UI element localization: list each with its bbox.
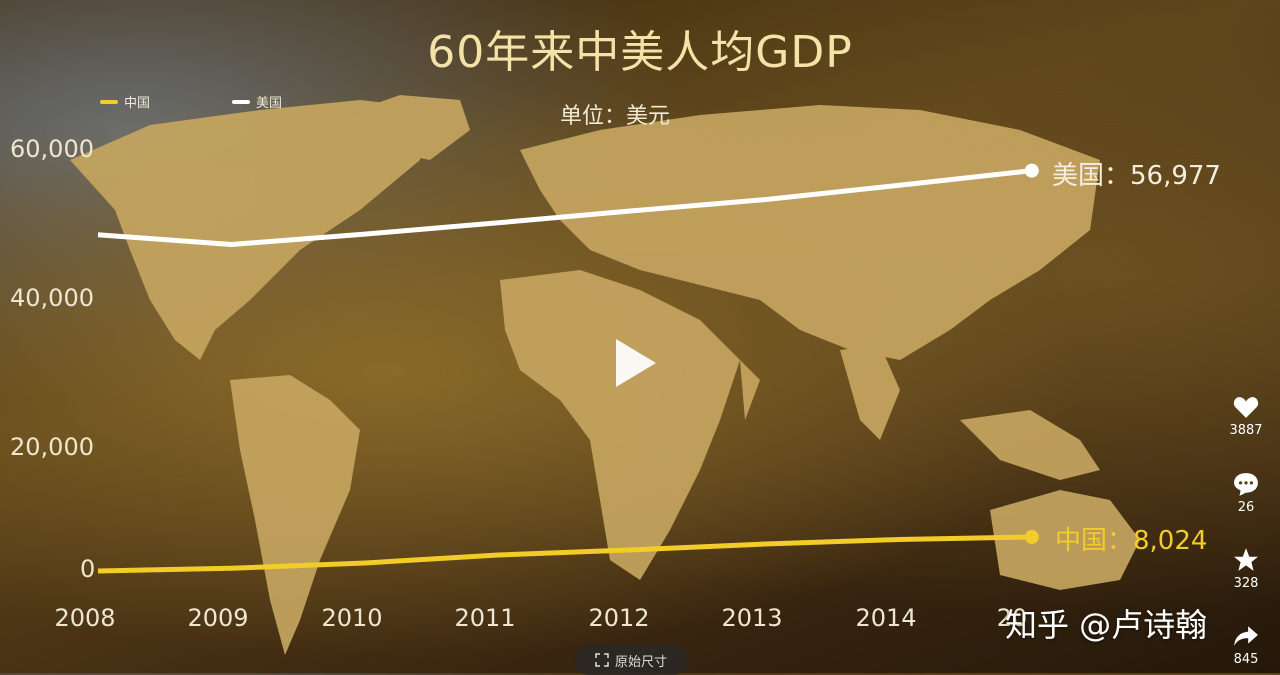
series-line-usa xyxy=(98,171,1032,245)
share-icon xyxy=(1233,624,1259,648)
comment-button[interactable]: 26 xyxy=(1224,472,1268,515)
share-count: 845 xyxy=(1234,652,1259,667)
heart-icon xyxy=(1233,395,1259,419)
original-size-label: 原始尺寸 xyxy=(615,651,667,670)
like-button[interactable]: 3887 xyxy=(1224,395,1268,438)
end-label-china: 中国：8,024 xyxy=(1055,520,1207,557)
data-point-china-2015 xyxy=(1025,530,1039,544)
end-label-usa: 美国：56,977 xyxy=(1052,155,1221,192)
play-icon[interactable] xyxy=(610,335,660,391)
like-count: 3887 xyxy=(1229,423,1262,438)
original-size-button[interactable]: 原始尺寸 xyxy=(575,645,687,675)
share-button[interactable]: 845 xyxy=(1224,624,1268,667)
data-point-usa-2015 xyxy=(1025,164,1039,178)
star-icon xyxy=(1233,548,1259,572)
comment-icon xyxy=(1233,472,1259,496)
favorite-button[interactable]: 328 xyxy=(1224,548,1268,591)
series-line-china xyxy=(98,537,1032,571)
favorite-count: 328 xyxy=(1234,576,1259,591)
expand-icon xyxy=(595,653,609,667)
watermark: 知乎 @卢诗翰 xyxy=(1005,600,1207,646)
comment-count: 26 xyxy=(1238,500,1255,515)
